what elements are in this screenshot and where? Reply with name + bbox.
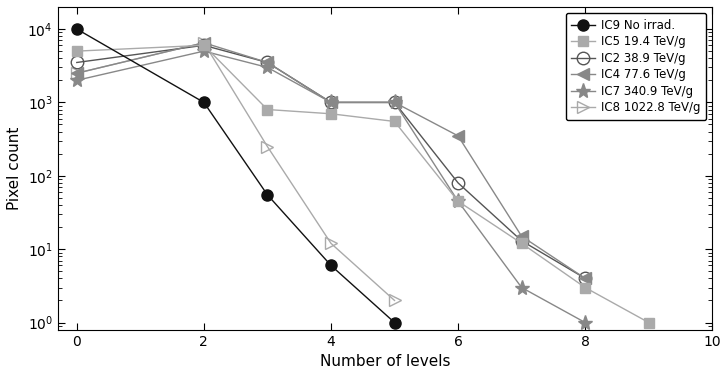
Legend: IC9 No irrad., IC5 19.4 TeV/g, IC2 38.9 TeV/g, IC4 77.6 TeV/g, IC7 340.9 TeV/g, : IC9 No irrad., IC5 19.4 TeV/g, IC2 38.9 … <box>566 13 706 120</box>
IC7 340.9 TeV/g <box>199 49 208 53</box>
IC7 340.9 TeV/g <box>581 320 590 325</box>
IC8 1022.8 TeV/g <box>327 241 336 246</box>
Y-axis label: Pixel count: Pixel count <box>7 127 22 210</box>
IC7 340.9 TeV/g <box>327 100 336 105</box>
IC5 19.4 TeV/g <box>72 49 81 53</box>
IC5 19.4 TeV/g <box>517 241 526 246</box>
IC2 38.9 TeV/g <box>581 276 590 280</box>
Line: IC5 19.4 TeV/g: IC5 19.4 TeV/g <box>72 41 654 327</box>
IC4 77.6 TeV/g <box>263 60 272 65</box>
IC9 No irrad. <box>327 263 336 268</box>
IC5 19.4 TeV/g <box>581 285 590 290</box>
IC2 38.9 TeV/g <box>517 238 526 243</box>
IC4 77.6 TeV/g <box>454 133 462 138</box>
X-axis label: Number of levels: Number of levels <box>320 354 450 369</box>
IC7 340.9 TeV/g <box>517 285 526 290</box>
Line: IC4 77.6 TeV/g: IC4 77.6 TeV/g <box>71 36 591 285</box>
IC4 77.6 TeV/g <box>581 276 590 280</box>
IC5 19.4 TeV/g <box>199 43 208 48</box>
IC8 1022.8 TeV/g <box>199 41 208 45</box>
IC4 77.6 TeV/g <box>327 100 336 105</box>
IC7 340.9 TeV/g <box>390 100 399 105</box>
IC7 340.9 TeV/g <box>454 199 462 203</box>
IC5 19.4 TeV/g <box>263 107 272 112</box>
IC7 340.9 TeV/g <box>263 65 272 70</box>
IC5 19.4 TeV/g <box>390 119 399 124</box>
IC2 38.9 TeV/g <box>72 60 81 65</box>
IC4 77.6 TeV/g <box>199 41 208 45</box>
IC4 77.6 TeV/g <box>517 234 526 238</box>
IC4 77.6 TeV/g <box>72 71 81 76</box>
Line: IC7 340.9 TeV/g: IC7 340.9 TeV/g <box>69 44 593 330</box>
IC2 38.9 TeV/g <box>454 180 462 185</box>
Line: IC8 1022.8 TeV/g: IC8 1022.8 TeV/g <box>71 36 400 307</box>
Line: IC2 38.9 TeV/g: IC2 38.9 TeV/g <box>71 39 591 285</box>
IC9 No irrad. <box>199 100 208 105</box>
IC5 19.4 TeV/g <box>454 199 462 203</box>
IC2 38.9 TeV/g <box>199 43 208 48</box>
IC5 19.4 TeV/g <box>327 112 336 116</box>
IC9 No irrad. <box>72 27 81 31</box>
IC5 19.4 TeV/g <box>644 320 653 325</box>
IC7 340.9 TeV/g <box>72 78 81 83</box>
IC2 38.9 TeV/g <box>327 100 336 105</box>
IC9 No irrad. <box>390 320 399 325</box>
IC8 1022.8 TeV/g <box>390 298 399 303</box>
IC2 38.9 TeV/g <box>390 100 399 105</box>
IC9 No irrad. <box>263 193 272 197</box>
IC8 1022.8 TeV/g <box>263 144 272 149</box>
IC8 1022.8 TeV/g <box>72 71 81 76</box>
Line: IC9 No irrad.: IC9 No irrad. <box>71 23 400 328</box>
IC4 77.6 TeV/g <box>390 100 399 105</box>
IC2 38.9 TeV/g <box>263 60 272 65</box>
